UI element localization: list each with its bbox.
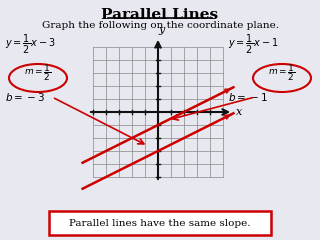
Text: Parallel lines have the same slope.: Parallel lines have the same slope. [69, 218, 251, 228]
Text: Parallel Lines: Parallel Lines [101, 8, 219, 22]
Text: y: y [159, 25, 165, 35]
Text: $m = \dfrac{1}{2}$: $m = \dfrac{1}{2}$ [24, 63, 52, 84]
Text: $b = -1$: $b = -1$ [228, 91, 268, 103]
Text: $b = -3$: $b = -3$ [5, 91, 45, 103]
Text: Graph the following on the coordinate plane.: Graph the following on the coordinate pl… [42, 21, 278, 30]
Text: $y = \dfrac{1}{2}x - 3$: $y = \dfrac{1}{2}x - 3$ [5, 33, 56, 56]
FancyBboxPatch shape [49, 211, 271, 235]
Text: $y = \dfrac{1}{2}x - 1$: $y = \dfrac{1}{2}x - 1$ [228, 33, 278, 56]
Text: x: x [236, 107, 242, 117]
Text: $m = \dfrac{1}{2}$: $m = \dfrac{1}{2}$ [268, 63, 296, 84]
